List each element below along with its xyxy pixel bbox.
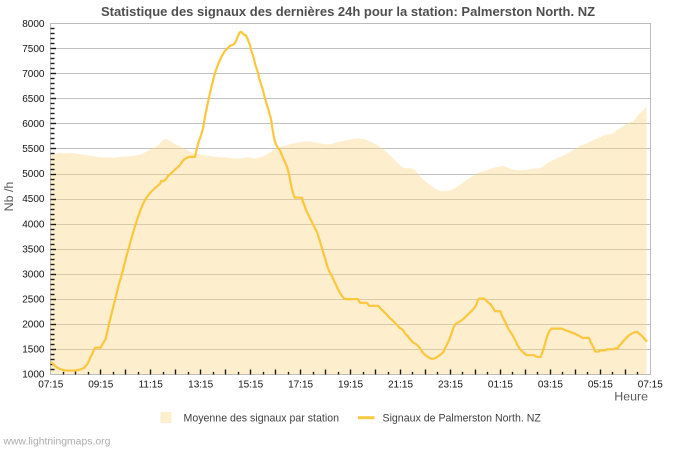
svg-text:6000: 6000: [22, 119, 45, 130]
svg-text:21:15: 21:15: [388, 380, 413, 391]
svg-text:Moyenne des signaux par statio: Moyenne des signaux par station: [184, 413, 340, 425]
svg-text:01:15: 01:15: [488, 380, 513, 391]
svg-text:23:15: 23:15: [438, 380, 463, 391]
svg-text:17:15: 17:15: [288, 380, 313, 391]
svg-text:Heure: Heure: [614, 390, 648, 404]
svg-text:7500: 7500: [22, 44, 45, 55]
svg-text:15:15: 15:15: [238, 380, 263, 391]
svg-text:www.lightningmaps.org: www.lightningmaps.org: [3, 437, 111, 448]
svg-text:03:15: 03:15: [538, 380, 563, 391]
svg-text:5000: 5000: [22, 169, 45, 180]
svg-text:7000: 7000: [22, 69, 45, 80]
svg-text:Statistique des signaux des de: Statistique des signaux des dernières 24…: [101, 4, 595, 19]
svg-text:05:15: 05:15: [588, 380, 613, 391]
svg-text:Nb /h: Nb /h: [2, 182, 16, 212]
svg-text:3500: 3500: [22, 244, 45, 255]
svg-text:3000: 3000: [22, 269, 45, 280]
svg-text:4000: 4000: [22, 219, 45, 230]
svg-text:13:15: 13:15: [188, 380, 213, 391]
svg-text:8000: 8000: [22, 19, 45, 30]
svg-text:4500: 4500: [22, 194, 45, 205]
svg-text:2500: 2500: [22, 294, 45, 305]
svg-text:1000: 1000: [22, 370, 45, 381]
svg-text:Signaux de Palmerston North. N: Signaux de Palmerston North. NZ: [383, 413, 542, 425]
svg-text:19:15: 19:15: [338, 380, 363, 391]
svg-text:07:15: 07:15: [638, 380, 663, 391]
svg-text:2000: 2000: [22, 319, 45, 330]
svg-text:6500: 6500: [22, 94, 45, 105]
svg-text:09:15: 09:15: [88, 380, 113, 391]
svg-text:11:15: 11:15: [139, 380, 164, 391]
svg-text:07:15: 07:15: [38, 380, 63, 391]
svg-text:1500: 1500: [22, 345, 45, 356]
svg-text:5500: 5500: [22, 144, 45, 155]
